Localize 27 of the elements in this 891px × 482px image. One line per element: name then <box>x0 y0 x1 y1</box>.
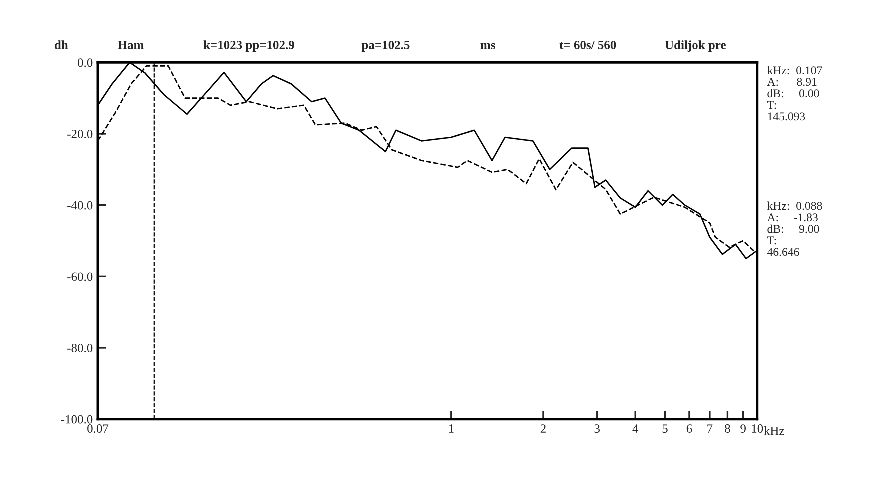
y-tick-label: -80.0 <box>68 344 93 353</box>
text: pa=102.5 <box>362 40 410 52</box>
text: kHz: 0.107 A: 8.91 dB: 0.00 T: 145.093 <box>767 66 822 121</box>
x-tick-label: 1 <box>449 424 454 433</box>
y-tick-label: -100.0 <box>61 415 93 424</box>
text: kHz: 0.088 A: -1.83 dB: 9.00 T: 46.646 <box>767 202 822 256</box>
x-axis-title: kHz <box>764 426 784 436</box>
y-tick-label: -40.0 <box>68 201 93 210</box>
text: Ham <box>118 41 144 50</box>
x-tick-label: 6 <box>686 424 692 433</box>
x-tick-label: 2 <box>540 424 546 433</box>
text: Udiljok pre <box>665 40 726 52</box>
x-tick-label: 5 <box>662 424 668 433</box>
x-tick-label: 3 <box>594 424 600 433</box>
text: k=1023 pp=102.9 <box>204 40 294 52</box>
x-tick-label: 4 <box>632 424 639 433</box>
y-tick-label: -20.0 <box>68 130 93 139</box>
y-tick-label: -60.0 <box>68 272 93 282</box>
y-axis-title: dh <box>54 40 68 50</box>
text: ms <box>480 43 496 50</box>
x-tick-label: 0.07 <box>88 424 109 434</box>
x-tick-label: 10 <box>752 424 764 433</box>
y-tick-label: 0.0 <box>78 58 93 68</box>
x-tick-label: 9 <box>740 424 746 433</box>
x-tick-label: 8 <box>725 424 730 433</box>
x-tick-label: 7 <box>708 424 713 433</box>
text: t= 60s/ 560 <box>560 40 616 50</box>
